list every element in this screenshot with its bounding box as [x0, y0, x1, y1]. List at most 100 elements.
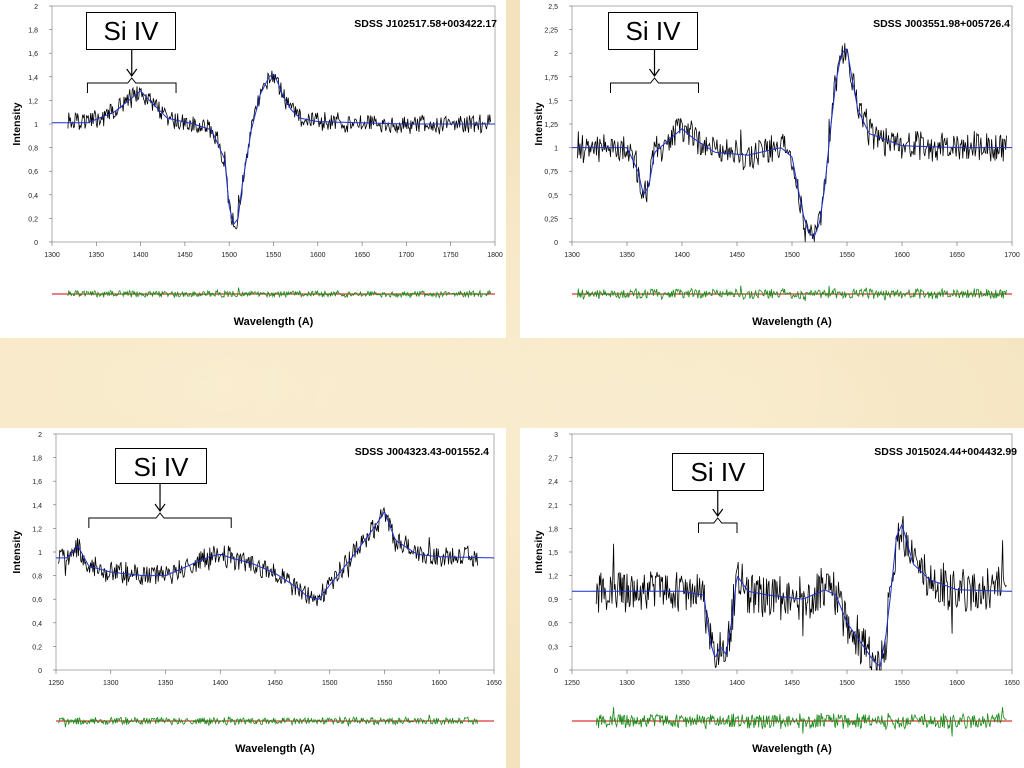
- x-axis-label: Wavelength (A): [752, 743, 832, 755]
- y-tick-label: 0,4: [28, 193, 38, 200]
- x-tick-label: 1800: [487, 252, 503, 259]
- x-tick-label: 1500: [839, 680, 855, 687]
- si-iv-label: Si IV: [86, 12, 176, 50]
- y-tick-label: 0,6: [548, 621, 558, 628]
- x-tick-label: 1300: [564, 252, 580, 259]
- y-tick-label: 1: [554, 146, 558, 153]
- spectrum-chart: 0 0,2 0,4 0,6 0,8 1 1,2 1,4 1,6 1,8 2 1300 1350 1400 1…: [11, 4, 503, 328]
- y-tick-label: 0,3: [548, 644, 558, 651]
- y-tick-label: 2: [34, 4, 38, 11]
- x-tick-label: 1400: [212, 680, 228, 687]
- x-tick-label: 1750: [443, 252, 459, 259]
- y-tick-label: 1,8: [28, 28, 38, 35]
- y-tick-label: 0,6: [28, 169, 38, 176]
- y-tick-label: 0,25: [544, 216, 558, 223]
- spectrum-panel-bottom-right: 0 0,3 0,6 0,9 1,2 1,5 1,8 2,1 2,4 2,7 3 1250 1300 135…: [520, 428, 1024, 768]
- y-tick-label: 0,8: [28, 146, 38, 153]
- y-tick-label: 0,9: [548, 597, 558, 604]
- bracket: [698, 517, 738, 533]
- chart-title: SDSS J015024.44+004432.99: [874, 446, 1017, 458]
- x-tick-label: 1500: [221, 252, 237, 259]
- y-tick-label: 2,4: [548, 479, 558, 486]
- x-tick-label: 1350: [674, 680, 690, 687]
- x-tick-label: 1600: [949, 680, 965, 687]
- bracket: [88, 512, 232, 528]
- x-tick-label: 1550: [894, 680, 910, 687]
- x-tick-label: 1600: [310, 252, 326, 259]
- x-axis-label: Wavelength (A): [234, 316, 314, 328]
- y-tick-label: 1,4: [32, 503, 42, 510]
- spectrum-panel-top-left: 0 0,2 0,4 0,6 0,8 1 1,2 1,4 1,6 1,8 2 1300 1350 1400 1…: [0, 0, 506, 338]
- residual-line: [577, 285, 1007, 302]
- y-tick-label: 1,75: [544, 75, 558, 82]
- x-tick-label: 1700: [399, 252, 415, 259]
- y-tick-label: 2: [554, 51, 558, 58]
- x-axis-label: Wavelength (A): [752, 316, 832, 328]
- x-tick-label: 1400: [674, 252, 690, 259]
- si-iv-label: Si IV: [115, 448, 207, 484]
- y-tick-label: 1,2: [548, 574, 558, 581]
- y-tick-label: 2,5: [548, 4, 558, 11]
- y-tick-label: 1,8: [548, 526, 558, 533]
- x-tick-label: 1450: [729, 252, 745, 259]
- y-axis-label: Intensity: [11, 102, 23, 145]
- y-tick-label: 1,8: [32, 456, 42, 463]
- bracket: [86, 77, 177, 93]
- x-tick-label: 1450: [177, 252, 193, 259]
- x-tick-label: 1500: [322, 680, 338, 687]
- observed-spectrum-line: [67, 70, 491, 230]
- y-tick-label: 0,6: [32, 597, 42, 604]
- spectrum-chart: 0 0,25 0,5 0,75 1 1,25 1,5 1,75 2 2,25 2,5 1300 1350…: [533, 4, 1020, 328]
- y-tick-label: 1,6: [32, 479, 42, 486]
- x-tick-label: 1650: [949, 252, 965, 259]
- y-axis-label: Intensity: [11, 530, 23, 573]
- y-tick-label: 2: [38, 432, 42, 439]
- x-tick-label: 1500: [784, 252, 800, 259]
- y-tick-label: 0: [554, 240, 558, 247]
- plot-frame: [571, 433, 1013, 671]
- x-tick-label: 1250: [48, 680, 64, 687]
- y-tick-label: 1,6: [28, 51, 38, 58]
- pointer-arrow: [154, 484, 166, 513]
- residual-line: [57, 714, 478, 728]
- x-tick-label: 1300: [44, 252, 60, 259]
- pointer-arrow: [712, 491, 724, 518]
- x-tick-label: 1400: [133, 252, 149, 259]
- y-tick-label: 0,4: [32, 621, 42, 628]
- x-tick-label: 1600: [431, 680, 447, 687]
- y-tick-label: 1: [34, 122, 38, 129]
- x-tick-label: 1400: [729, 680, 745, 687]
- y-tick-label: 1: [38, 550, 42, 557]
- y-tick-label: 3: [554, 432, 558, 439]
- x-tick-label: 1300: [619, 680, 635, 687]
- y-tick-label: 0,2: [28, 216, 38, 223]
- y-tick-label: 0: [34, 240, 38, 247]
- y-tick-label: 1,5: [548, 98, 558, 105]
- residual-line: [595, 706, 1007, 737]
- y-tick-label: 1,2: [28, 98, 38, 105]
- bracket: [610, 77, 699, 93]
- chart-title: SDSS J003551.98+005726.4: [873, 18, 1010, 30]
- model-fit-line: [572, 523, 1012, 667]
- x-tick-label: 1250: [564, 680, 580, 687]
- y-axis-label: Intensity: [533, 102, 545, 145]
- y-tick-label: 0: [38, 668, 42, 675]
- y-tick-label: 1,2: [32, 526, 42, 533]
- y-tick-label: 2,7: [548, 456, 558, 463]
- y-tick-label: 0,2: [32, 644, 42, 651]
- y-tick-label: 1,4: [28, 75, 38, 82]
- x-tick-label: 1450: [267, 680, 283, 687]
- pointer-arrow: [649, 50, 660, 78]
- x-tick-label: 1550: [266, 252, 282, 259]
- x-tick-label: 1650: [1004, 680, 1020, 687]
- y-tick-label: 2,1: [548, 503, 558, 510]
- observed-spectrum-line: [57, 506, 478, 607]
- chart-title: SDSS J102517.58+003422.17: [354, 18, 497, 30]
- si-iv-label: Si IV: [672, 453, 764, 491]
- x-tick-label: 1350: [158, 680, 174, 687]
- spectrum-panel-top-right: 0 0,25 0,5 0,75 1 1,25 1,5 1,75 2 2,25 2,5 1300 1350…: [520, 0, 1024, 338]
- model-fit-line: [52, 73, 495, 226]
- x-tick-label: 1650: [486, 680, 502, 687]
- y-tick-label: 1,5: [548, 550, 558, 557]
- x-tick-label: 1350: [619, 252, 635, 259]
